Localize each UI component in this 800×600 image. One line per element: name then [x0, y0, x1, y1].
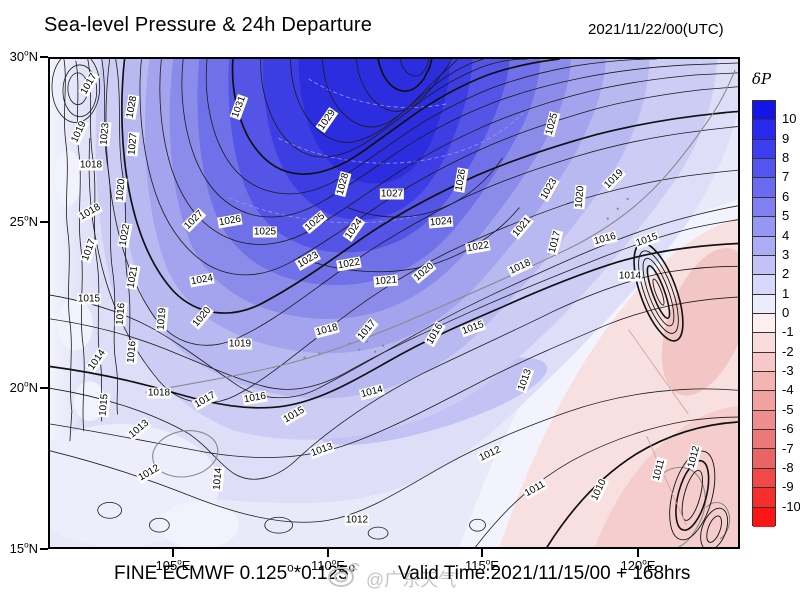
lon-tick-label: 120oE	[620, 557, 656, 573]
colorbar-cell	[753, 449, 775, 469]
colorbar-cell	[753, 197, 775, 218]
fill-bands	[50, 59, 738, 547]
valid-time-caption: Valid Time:2021/11/15/00 + 168hrs	[398, 563, 691, 584]
colorbar-tick-label: 9	[782, 130, 790, 146]
lat-tick-label: 25oN	[9, 213, 38, 229]
map-frame: 1017 1028 1031 1029 1019 1023 1027 1018 1020 1018…	[48, 57, 740, 549]
colorbar-tick-label: -4	[782, 382, 794, 398]
issue-datetime: 2021/11/22/00(UTC)	[588, 21, 724, 38]
colorbar-tick-label: -6	[782, 421, 794, 437]
colorbar-tick-label: 0	[782, 305, 790, 320]
lon-tick-label: 110oE	[311, 557, 345, 573]
colorbar-tick-label: -1	[782, 324, 794, 340]
lat-tick	[40, 56, 48, 58]
lat-tick	[40, 548, 48, 550]
colorbar-title: δP	[752, 70, 772, 88]
colorbar-cell	[753, 313, 775, 334]
colorbar-cell	[753, 488, 775, 508]
colorbar-tick-label: -5	[782, 401, 794, 417]
colorbar-tick-label: 8	[782, 150, 790, 166]
watermark-text: @广东天气	[366, 570, 457, 590]
colorbar-cell	[753, 236, 775, 256]
colorbar-cell	[753, 391, 775, 411]
colorbar-tick-label: 4	[782, 227, 790, 243]
lat-tick	[40, 221, 48, 223]
lon-tick	[327, 549, 329, 557]
colorbar-cell	[753, 159, 775, 179]
colorbar-cell	[753, 120, 775, 140]
colorbar-cell	[753, 294, 775, 314]
colorbar-tick-label: 3	[782, 246, 790, 262]
page-title: Sea-level Pressure & 24h Departure	[44, 14, 373, 36]
colorbar-tick-label: 2	[782, 266, 790, 282]
colorbar-cell	[753, 352, 775, 373]
colorbar-tick-label: 6	[782, 188, 790, 204]
colorbar-cell	[753, 255, 775, 276]
pressure-map-canvas	[50, 59, 738, 547]
colorbar-cell	[753, 333, 775, 353]
lon-tick	[637, 549, 639, 557]
lat-tick-label: 20oN	[9, 379, 38, 395]
colorbar-tick-label: -7	[782, 440, 794, 456]
colorbar-tick-label: -3	[782, 363, 794, 379]
colorbar-tick-label: -10	[782, 498, 800, 514]
colorbar-cell	[753, 372, 775, 392]
colorbar-cell	[753, 101, 775, 121]
lon-tick-label: 105oE	[155, 557, 191, 573]
colorbar-tick-label: -8	[782, 459, 794, 475]
lon-tick-label: 115oE	[465, 557, 499, 573]
colorbar-cells	[752, 100, 776, 527]
colorbar-tick-label: 5	[782, 208, 790, 224]
colorbar-tick-label: -2	[782, 343, 794, 359]
colorbar-cell	[753, 430, 775, 450]
colorbar-cell	[753, 178, 775, 198]
lat-tick-label: 30oN	[9, 48, 38, 64]
colorbar-tick-label: 10	[782, 111, 797, 127]
colorbar-tick-label: -9	[782, 479, 794, 495]
colorbar: 10 9 8 7 6 5 4 3 2 1 0 -1 -2 -3 -4 -5 -6 -7 -8 -9 -10	[752, 100, 800, 527]
colorbar-tick-label: 7	[782, 169, 790, 185]
colorbar-cell	[753, 139, 775, 160]
hainan-island	[152, 430, 219, 478]
colorbar-cell	[753, 275, 775, 295]
lon-tick	[481, 549, 483, 557]
lat-tick-label: 15oN	[9, 540, 38, 556]
colorbar-cell	[753, 507, 775, 527]
colorbar-cell	[753, 410, 775, 431]
lon-tick	[172, 549, 174, 557]
colorbar-cell	[753, 468, 775, 489]
colorbar-cell	[753, 217, 775, 237]
weibo-watermark-icon	[328, 562, 360, 587]
lat-tick	[40, 387, 48, 389]
colorbar-tick-label: 1	[782, 285, 790, 301]
